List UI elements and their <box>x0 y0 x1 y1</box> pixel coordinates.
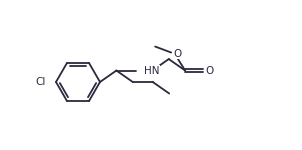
Text: HN: HN <box>144 66 160 76</box>
Text: O: O <box>173 49 181 58</box>
Text: Cl: Cl <box>36 77 46 87</box>
Text: O: O <box>205 66 213 76</box>
